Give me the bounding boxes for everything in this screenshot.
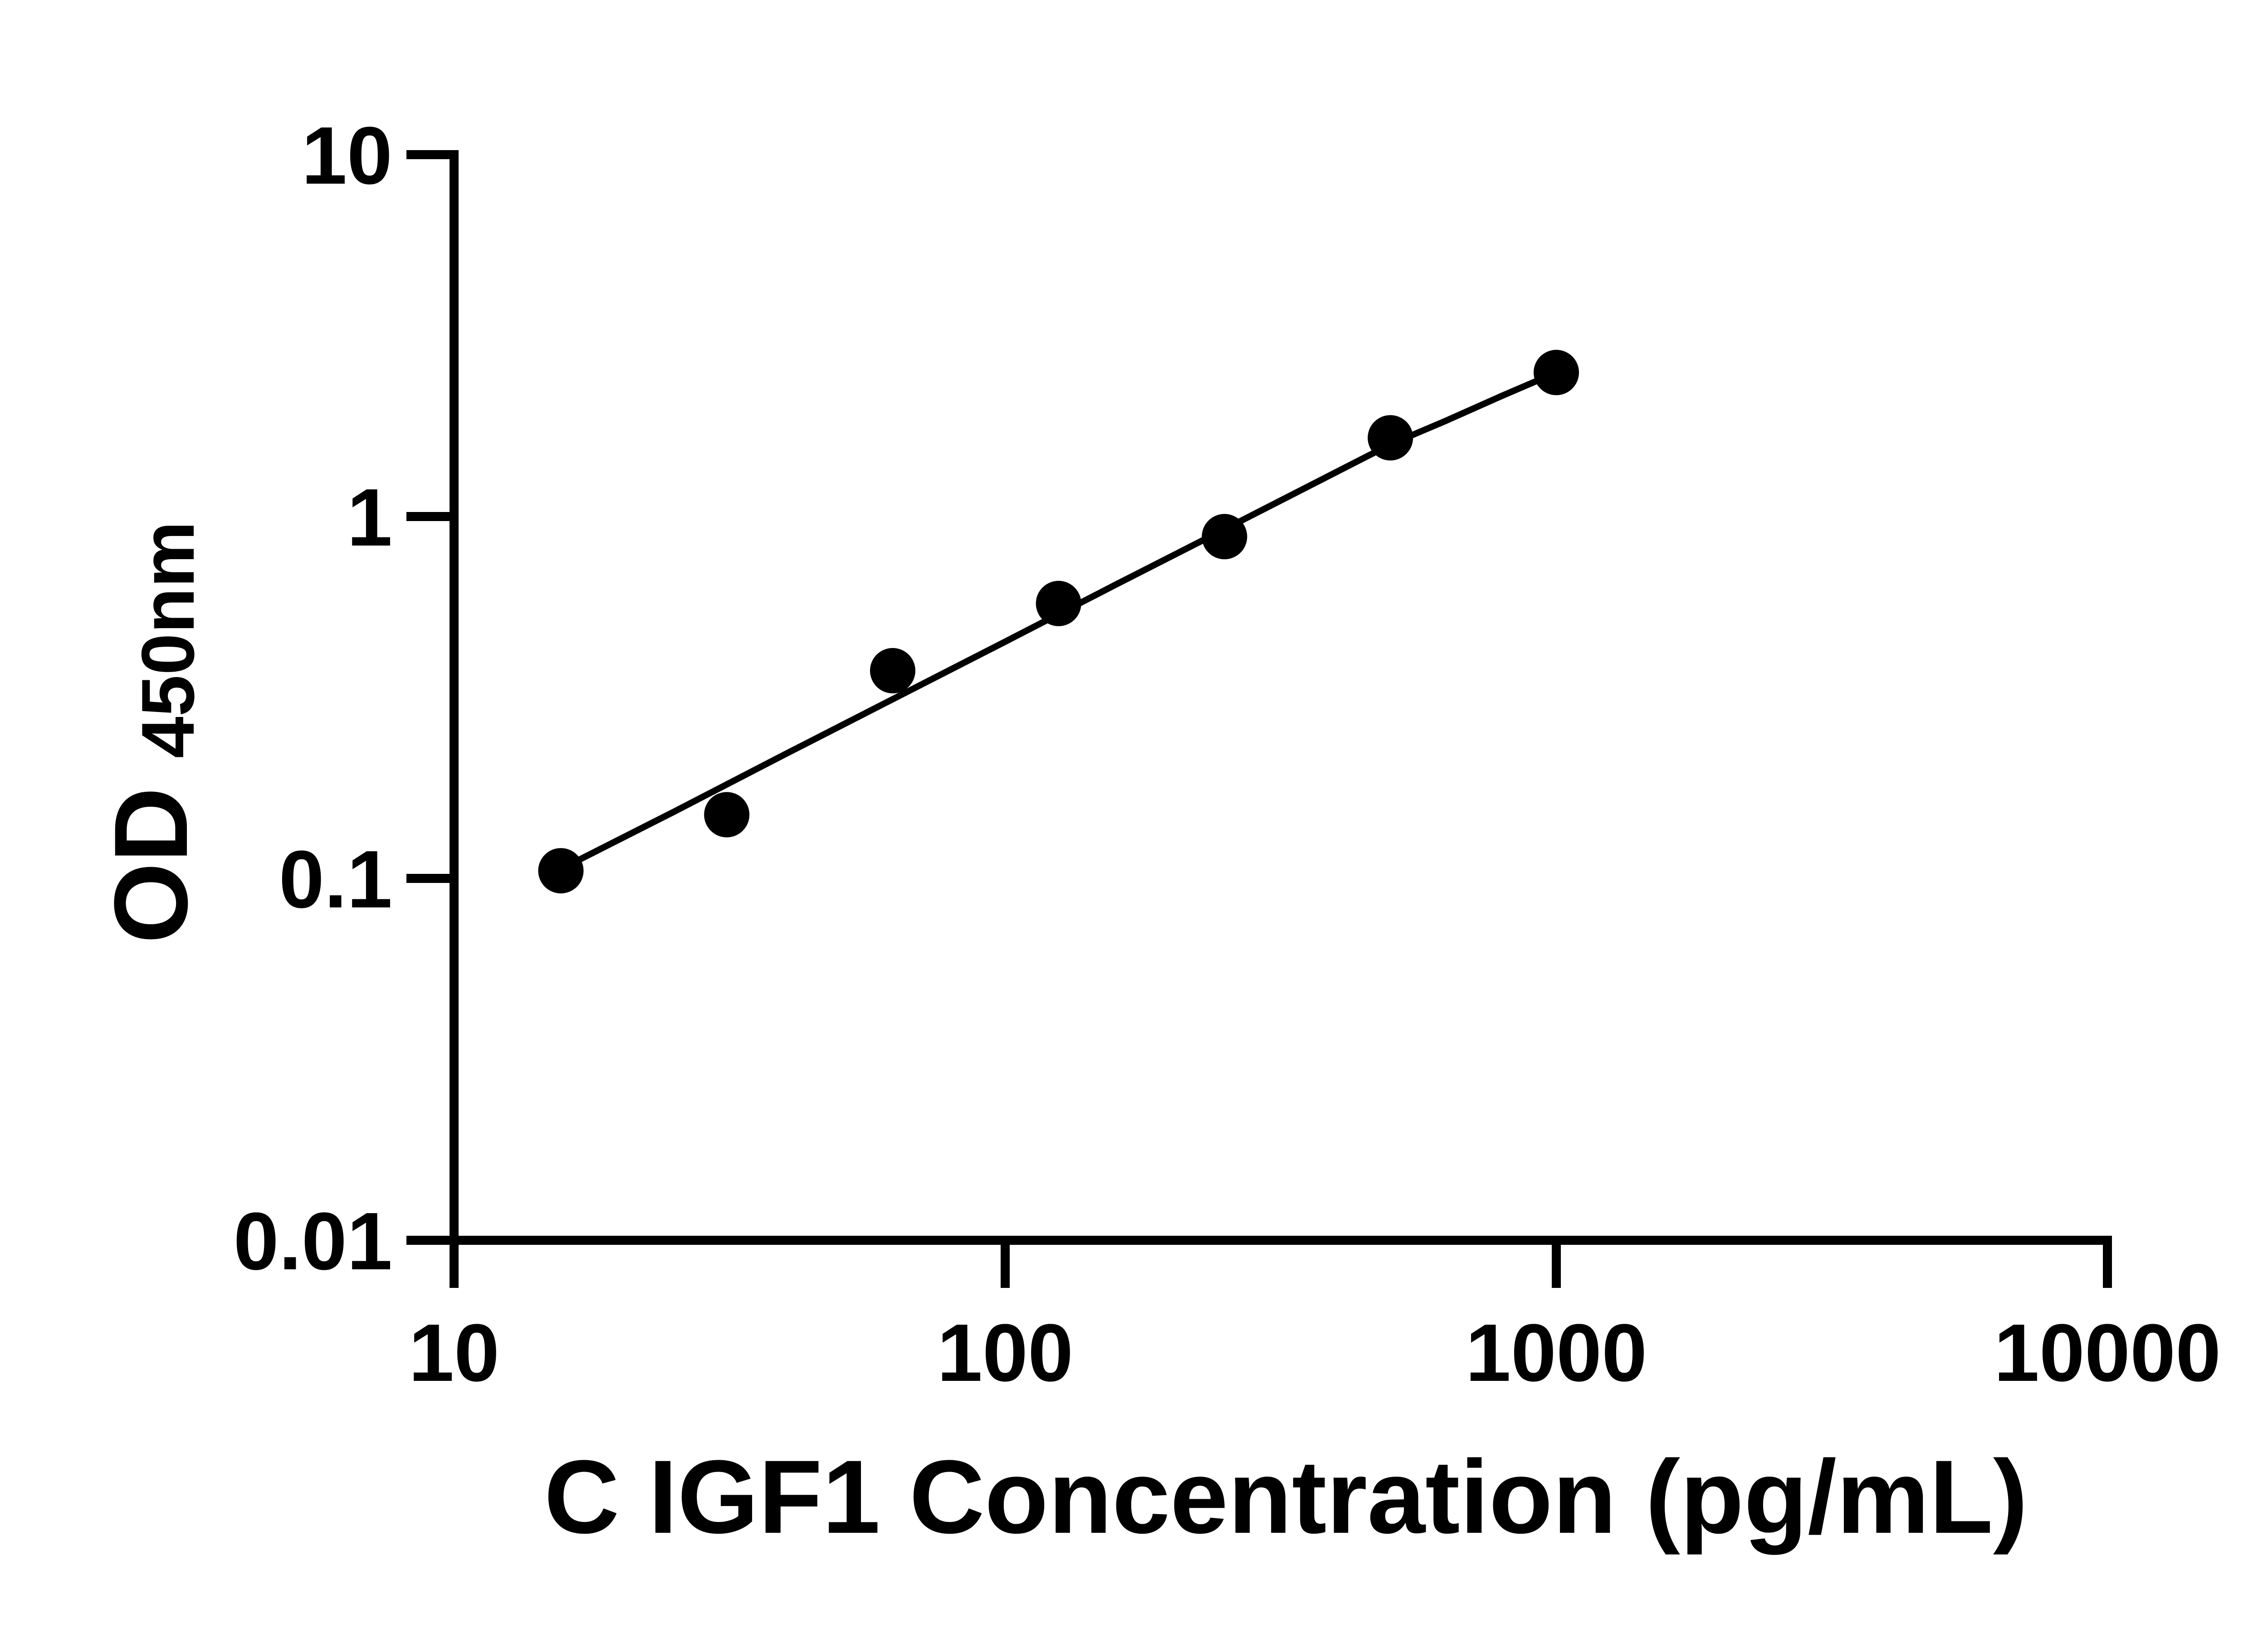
x-axis-tick-labels: 10 100 1000 10000 <box>409 1307 2221 1399</box>
data-point <box>1202 514 1247 560</box>
data-point <box>870 648 915 693</box>
y-axis-tick-labels: 10 1 0.1 0.01 <box>234 110 392 1287</box>
y-tick-label: 0.01 <box>234 1196 392 1287</box>
fit-curve-line <box>557 369 1559 873</box>
y-axis-title-main: OD <box>93 787 209 944</box>
y-axis-title-subscript: 450nm <box>126 521 210 758</box>
x-axis-ticks <box>450 1240 2112 1288</box>
x-tick-label: 100 <box>937 1307 1073 1399</box>
y-axis-title: OD 450nm <box>93 521 210 944</box>
y-axis: 10 1 0.1 0.01 <box>234 110 459 1287</box>
x-axis: 10 100 1000 10000 <box>409 1236 2221 1399</box>
x-tick-label: 1000 <box>1466 1307 1647 1399</box>
data-points <box>538 350 1579 894</box>
x-tick-label: 10000 <box>1994 1307 2221 1399</box>
y-axis-ticks <box>406 150 454 1245</box>
x-axis-title: C IGF1 Concentration (pg/mL) <box>544 1438 2028 1555</box>
data-point <box>704 792 750 838</box>
data-point <box>1368 415 1413 461</box>
data-point <box>1534 350 1579 395</box>
y-tick-label: 10 <box>302 110 392 201</box>
data-point <box>1036 580 1081 626</box>
y-tick-label: 0.1 <box>279 834 392 925</box>
data-point <box>538 848 584 894</box>
x-tick-label: 10 <box>409 1307 499 1399</box>
y-tick-label: 1 <box>347 472 392 563</box>
